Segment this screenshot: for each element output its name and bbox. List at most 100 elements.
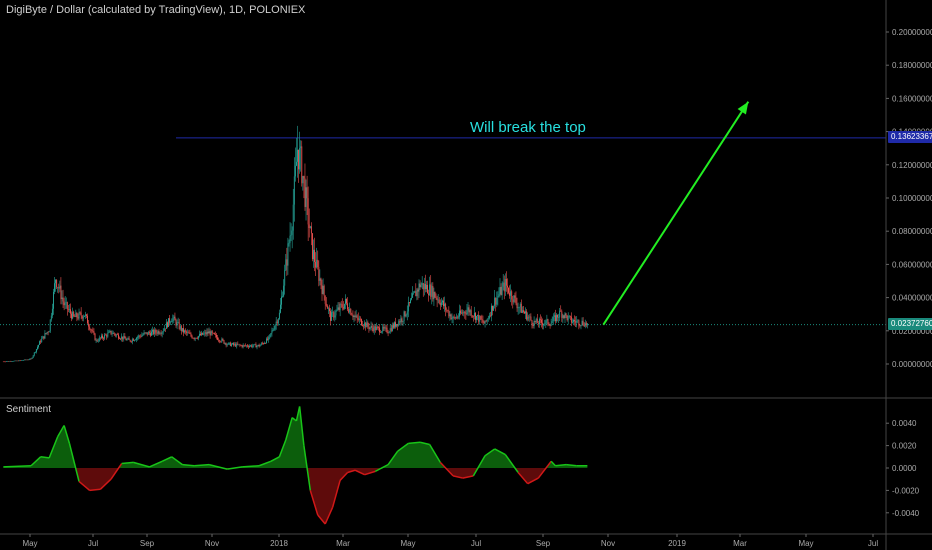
- candle[interactable]: [22, 360, 23, 361]
- candle[interactable]: [206, 331, 208, 335]
- candle[interactable]: [356, 315, 358, 318]
- candle[interactable]: [583, 324, 585, 327]
- candle[interactable]: [443, 300, 444, 307]
- candle[interactable]: [144, 332, 146, 334]
- candle[interactable]: [577, 320, 579, 321]
- candle[interactable]: [174, 316, 176, 321]
- candle[interactable]: [171, 320, 173, 323]
- candle[interactable]: [152, 329, 154, 332]
- candle[interactable]: [199, 333, 200, 336]
- candle[interactable]: [23, 360, 25, 361]
- candle[interactable]: [581, 320, 583, 326]
- candle[interactable]: [455, 316, 457, 319]
- candle[interactable]: [60, 285, 62, 300]
- candle[interactable]: [68, 309, 70, 310]
- candle[interactable]: [239, 344, 241, 346]
- candle[interactable]: [471, 315, 473, 317]
- candle[interactable]: [191, 335, 193, 338]
- candle[interactable]: [546, 319, 548, 321]
- candle[interactable]: [73, 311, 75, 317]
- candle[interactable]: [430, 284, 432, 297]
- candle[interactable]: [155, 329, 157, 333]
- candle[interactable]: [406, 311, 408, 315]
- candle[interactable]: [154, 329, 156, 334]
- candle[interactable]: [187, 332, 189, 334]
- candle[interactable]: [10, 361, 12, 362]
- candle[interactable]: [421, 283, 423, 286]
- candle[interactable]: [542, 322, 544, 326]
- candle[interactable]: [322, 285, 324, 294]
- candle[interactable]: [261, 343, 263, 344]
- candle[interactable]: [565, 313, 567, 316]
- candle[interactable]: [300, 146, 302, 149]
- candle[interactable]: [459, 310, 460, 317]
- candle[interactable]: [137, 337, 139, 338]
- candle[interactable]: [220, 341, 222, 343]
- arrow-head[interactable]: [737, 101, 749, 115]
- candle[interactable]: [240, 345, 242, 346]
- candle[interactable]: [375, 326, 377, 331]
- candle[interactable]: [295, 161, 297, 166]
- candle[interactable]: [204, 332, 206, 334]
- candle[interactable]: [160, 333, 162, 335]
- candle[interactable]: [446, 309, 448, 311]
- candle[interactable]: [335, 310, 337, 316]
- candle[interactable]: [563, 315, 565, 319]
- candle[interactable]: [211, 331, 213, 333]
- candle[interactable]: [65, 302, 67, 303]
- candle[interactable]: [253, 344, 255, 346]
- candle[interactable]: [156, 332, 158, 334]
- candle[interactable]: [24, 359, 26, 361]
- candle[interactable]: [584, 322, 586, 327]
- candle[interactable]: [273, 329, 275, 331]
- candle[interactable]: [229, 342, 231, 346]
- candle[interactable]: [262, 343, 264, 344]
- candle[interactable]: [449, 314, 451, 317]
- candle[interactable]: [225, 343, 227, 346]
- candle[interactable]: [464, 311, 466, 314]
- candle[interactable]: [408, 302, 410, 304]
- candle[interactable]: [139, 335, 141, 337]
- candle[interactable]: [276, 321, 278, 324]
- candle[interactable]: [17, 360, 19, 362]
- candle[interactable]: [320, 278, 322, 286]
- candle[interactable]: [54, 283, 55, 292]
- candle[interactable]: [287, 243, 289, 266]
- candle[interactable]: [58, 287, 60, 289]
- candle[interactable]: [569, 315, 571, 317]
- candle[interactable]: [27, 359, 29, 361]
- candle[interactable]: [297, 149, 298, 162]
- candle[interactable]: [123, 336, 125, 340]
- candle[interactable]: [265, 343, 266, 344]
- candle[interactable]: [226, 344, 228, 346]
- candle[interactable]: [453, 316, 455, 318]
- candle[interactable]: [147, 332, 149, 335]
- candle[interactable]: [572, 321, 573, 323]
- candle[interactable]: [512, 299, 514, 303]
- candle[interactable]: [259, 345, 261, 347]
- candle[interactable]: [436, 297, 438, 301]
- candle[interactable]: [279, 304, 281, 313]
- candle[interactable]: [298, 149, 300, 170]
- candle[interactable]: [385, 327, 387, 329]
- candle[interactable]: [208, 331, 210, 334]
- candle[interactable]: [286, 259, 288, 266]
- candle[interactable]: [513, 295, 515, 303]
- candle[interactable]: [254, 344, 256, 345]
- candle[interactable]: [13, 360, 15, 362]
- candle[interactable]: [368, 326, 370, 329]
- candle[interactable]: [195, 337, 197, 339]
- candle[interactable]: [170, 322, 172, 323]
- candle[interactable]: [135, 339, 136, 341]
- candle[interactable]: [494, 297, 496, 307]
- candle[interactable]: [549, 324, 551, 326]
- candle[interactable]: [167, 322, 168, 327]
- candle[interactable]: [448, 310, 450, 317]
- candle[interactable]: [179, 326, 181, 329]
- candle[interactable]: [456, 316, 458, 318]
- candle[interactable]: [205, 332, 207, 335]
- candle[interactable]: [414, 291, 416, 293]
- candle[interactable]: [214, 334, 216, 335]
- candle[interactable]: [302, 176, 304, 184]
- candle[interactable]: [88, 323, 90, 327]
